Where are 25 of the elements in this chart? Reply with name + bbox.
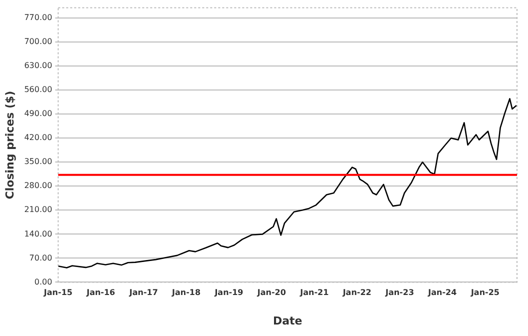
x-axis-title: Date (272, 314, 302, 328)
y-tick-label: 560.00 (24, 85, 52, 94)
y-tick-label: 210.00 (24, 205, 52, 214)
y-tick-label: 420.00 (24, 133, 52, 142)
x-tick-label: Jan-15 (42, 288, 73, 298)
x-tick-label: Jan-19 (214, 288, 244, 298)
x-tick-label: Jan-25 (470, 288, 500, 298)
y-tick-label: 630.00 (24, 61, 52, 70)
y-tick-label: 490.00 (24, 109, 52, 118)
y-tick-label: 770.00 (24, 13, 52, 22)
x-tick-label: Jan-18 (171, 288, 201, 298)
x-tick-label: Jan-17 (128, 288, 158, 298)
y-tick-label: 700.00 (24, 37, 52, 46)
y-tick-label: 140.00 (24, 229, 52, 238)
y-tick-label: 70.00 (29, 253, 52, 262)
x-tick-label: Jan-23 (384, 288, 414, 298)
x-tick-label: Jan-22 (342, 288, 372, 298)
y-tick-label: 0.00 (34, 277, 52, 286)
x-tick-label: Jan-24 (427, 288, 458, 298)
y-tick-label: 350.00 (24, 157, 52, 166)
x-tick-label: Jan-20 (256, 288, 286, 298)
x-tick-label: Jan-21 (299, 288, 330, 298)
y-tick-label: 280.00 (24, 181, 52, 190)
y-axis-title: Closing prices ($) (3, 90, 16, 200)
x-tick-label: Jan-16 (86, 288, 116, 298)
